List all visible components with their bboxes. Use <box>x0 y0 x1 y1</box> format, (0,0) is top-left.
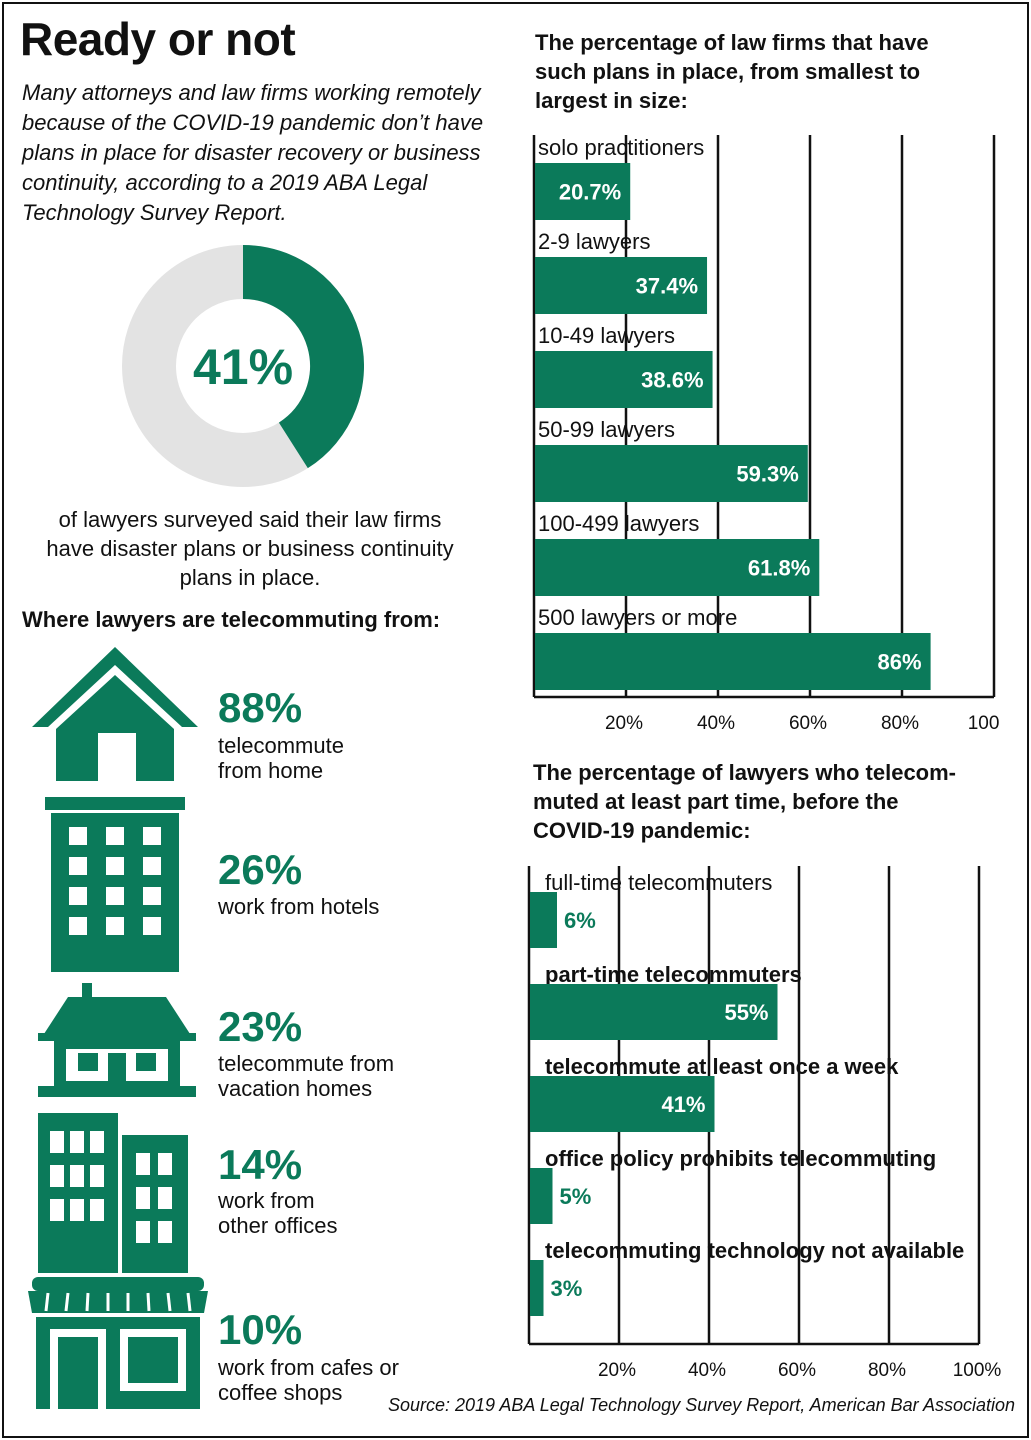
hotels-percent: 26% <box>218 846 303 893</box>
bar <box>535 539 820 596</box>
where-title: Where lawyers are telecommuting from: <box>22 607 441 632</box>
category-label: 10-49 lawyers <box>538 323 675 348</box>
bar-value-label: 37.4% <box>636 274 698 299</box>
chart2-title: The percentage of lawyers who telecom- m… <box>533 760 957 843</box>
bar-value-label: 20.7% <box>559 180 621 205</box>
bar-value-label: 6% <box>564 908 596 933</box>
page-title: Ready or not <box>20 13 296 65</box>
category-label: full-time telecommuters <box>545 870 772 895</box>
hotel-building-icon <box>45 797 185 972</box>
category-label: office policy prohibits telecommuting <box>545 1146 936 1171</box>
x-tick-label: 20% <box>605 713 643 730</box>
bar <box>535 633 931 690</box>
category-label: solo practitioners <box>538 135 704 160</box>
category-label: 2-9 lawyers <box>538 229 650 254</box>
bar-value-label: 3% <box>551 1276 583 1301</box>
office-buildings-icon <box>38 1113 188 1273</box>
other-offices-description: work from other offices <box>218 1188 338 1238</box>
x-tick-label: 80% <box>881 713 919 730</box>
bar-value-label: 86% <box>878 650 922 675</box>
x-tick-label: 40% <box>688 1360 726 1381</box>
category-label: telecommuting technology not available <box>545 1238 964 1263</box>
bar <box>535 163 631 220</box>
x-tick-label: 40% <box>697 713 735 730</box>
cafes-description: work from cafes or coffee shops <box>218 1355 399 1405</box>
bar <box>535 445 808 502</box>
x-tick-label: 100% <box>953 1360 1002 1381</box>
bar <box>535 257 708 314</box>
bar <box>530 1260 544 1316</box>
x-tick-label: 60% <box>778 1360 816 1381</box>
bar <box>535 351 713 408</box>
bar-value-label: 59.3% <box>736 462 798 487</box>
category-label: 100-499 lawyers <box>538 511 699 536</box>
intro-text: Many attorneys and law firms working rem… <box>22 80 484 225</box>
firm-size-bar-chart: 20% 40% 60% 80% 100% solo practitioners 20.7% 2… <box>532 135 1000 730</box>
hotels-description: work from hotels <box>218 894 380 919</box>
bar <box>530 984 778 1040</box>
x-tick-label: 60% <box>789 713 827 730</box>
x-tick-label: 100% <box>968 713 1000 730</box>
vacation-home-icon <box>38 983 196 1097</box>
cafe-storefront-icon <box>28 1277 208 1409</box>
category-label: part-time telecommuters <box>545 962 802 987</box>
bar-value-label: 61.8% <box>748 556 810 581</box>
vacation-homes-percent: 23% <box>218 1003 303 1050</box>
cafes-percent: 10% <box>218 1306 303 1353</box>
category-label: telecommute at least once a week <box>545 1054 899 1079</box>
bar-value-label: 38.6% <box>641 368 703 393</box>
category-label: 500 lawyers or more <box>538 605 737 630</box>
vacation-homes-description: telecommute from vacation homes <box>218 1051 395 1101</box>
source-note: Source: 2019 ABA Legal Technology Survey… <box>387 1395 1015 1415</box>
donut-value-arc <box>242 245 364 469</box>
bar <box>530 1168 553 1224</box>
bar-value-label: 55% <box>724 1000 768 1025</box>
donut-chart: 41% <box>122 245 364 487</box>
other-offices-percent: 14% <box>218 1141 303 1188</box>
bar <box>530 1076 715 1132</box>
donut-value-label: 41% <box>193 339 293 395</box>
telecommute-bar-chart: 20% 40% 60% 80% 100% full-time telecommuters 6… <box>527 866 1002 1381</box>
house-icon <box>32 647 198 781</box>
bar <box>530 892 557 948</box>
x-tick-label: 80% <box>868 1360 906 1381</box>
donut-caption: of lawyers surveyed said their law firms… <box>46 507 454 590</box>
home-percent: 88% <box>218 684 303 731</box>
home-description: telecommute from home <box>218 733 344 783</box>
category-label: 50-99 lawyers <box>538 417 675 442</box>
chart1-title: The percentage of law firms that have su… <box>535 30 929 113</box>
bar-value-label: 41% <box>661 1092 705 1117</box>
bar-value-label: 5% <box>560 1184 592 1209</box>
x-tick-label: 20% <box>598 1360 636 1381</box>
